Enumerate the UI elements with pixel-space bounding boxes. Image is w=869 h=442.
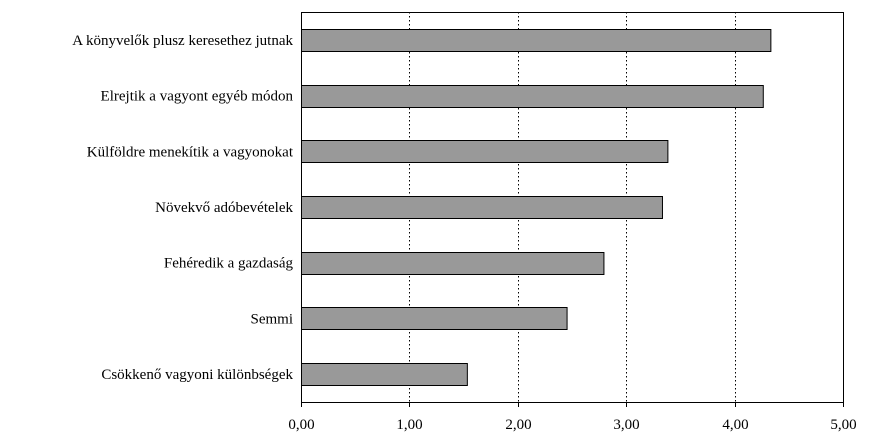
category-label-novekvo-adobevetelek: Növekvő adóbevételek xyxy=(155,200,293,216)
x-axis-ticks: 0,00 1,00 2,00 3,00 4,00 5,00 xyxy=(288,402,857,433)
category-label-csokkeno-vagyoni-kulonbsegek: Csökkenő vagyoni különbségek xyxy=(101,367,293,383)
bar-novekvo-adobevetelek xyxy=(301,196,663,219)
x-tick-label-5: 5,00 xyxy=(830,417,856,433)
category-label-semmi: Semmi xyxy=(250,311,293,327)
x-tick-label-1: 1,00 xyxy=(396,417,422,433)
category-labels: A könyvelők plusz keresethez jutnak Elrej… xyxy=(72,33,294,383)
bar-feheredik-a-gazdasag xyxy=(301,252,605,275)
bar-elrejtik-a-vagyont-egyeb-modon xyxy=(301,85,764,108)
x-tick-label-4: 4,00 xyxy=(722,417,748,433)
bar-csokkeno-vagyoni-kulonbsegek xyxy=(301,363,468,386)
x-tick-label-2: 2,00 xyxy=(505,417,531,433)
bars xyxy=(301,29,772,386)
bar-a-konyvelok-plusz-keresethez-jutnak xyxy=(301,29,772,52)
bar-semmi xyxy=(301,307,568,330)
category-label-feheredik-a-gazdasag: Fehéredik a gazdaság xyxy=(164,256,294,272)
category-label-kulfoldre-menekitik-a-vagyonokat: Külföldre menekítik a vagyonokat xyxy=(87,144,294,160)
category-label-elrejtik-a-vagyont-egyeb-modon: Elrejtik a vagyont egyéb módon xyxy=(101,89,294,105)
gridlines xyxy=(409,12,736,402)
bar-kulfoldre-menekitik-a-vagyonokat xyxy=(301,140,669,163)
x-tick-label-0: 0,00 xyxy=(288,417,314,433)
category-label-a-konyvelok-plusz-keresethez-jutnak: A könyvelők plusz keresethez jutnak xyxy=(72,33,293,49)
plot-frame xyxy=(301,12,844,403)
x-tick-label-3: 3,00 xyxy=(613,417,639,433)
